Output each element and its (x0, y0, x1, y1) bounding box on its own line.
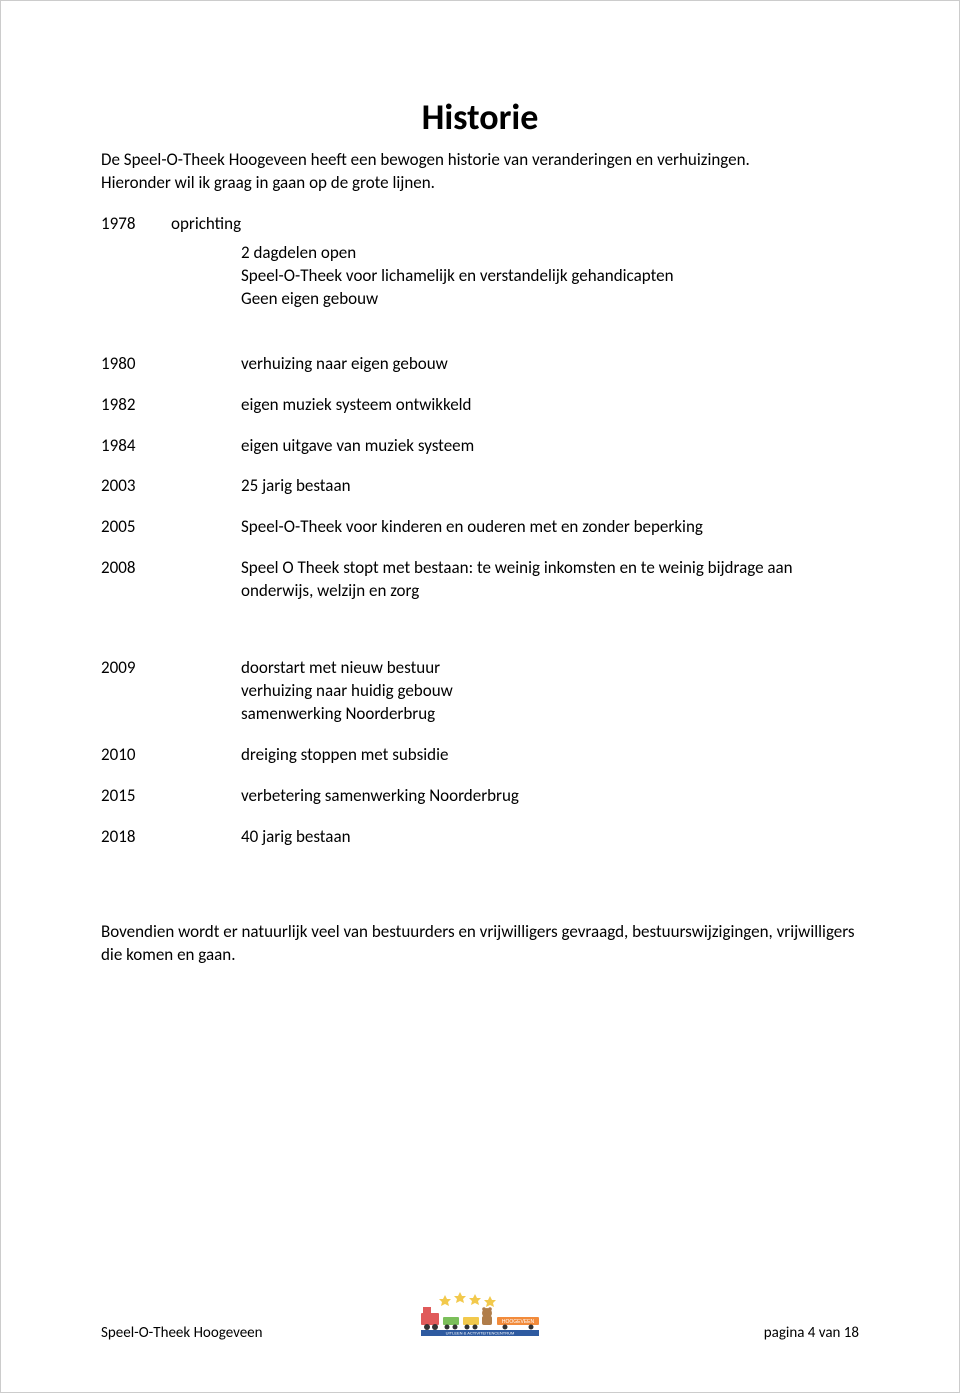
event-text: eigen muziek systeem ontwikkeld (241, 394, 859, 417)
event-text: verhuizing naar huidig gebouw (241, 680, 859, 703)
footer-left: Speel-O-Theek Hoogeveen (101, 1324, 415, 1342)
closing-paragraph: Bovendien wordt er natuurlijk veel van b… (101, 921, 859, 967)
event-text: Speel O Theek stopt met bestaan: te wein… (241, 557, 859, 603)
first-entry-detail: 2 dagdelen open Speel-O-Theek voor licha… (101, 242, 859, 311)
year-cell: 1982 (101, 394, 241, 415)
page-footer: Speel-O-Theek Hoogeveen (101, 1289, 859, 1342)
event-text: 25 jarig bestaan (241, 475, 859, 498)
document-page: Historie De Speel-O-Theek Hoogeveen heef… (1, 1, 959, 1027)
logo-caption-text: UITLEEN & ACTIVITEITENCENTRUM (446, 1331, 515, 1336)
footer-logo: HOOGEVEEN UITLEEN & ACTIVITEITENCENTRUM (415, 1289, 545, 1342)
year-cell: 2015 (101, 785, 241, 806)
year-cell: 2008 (101, 557, 241, 578)
event-text: doorstart met nieuw bestuur (241, 657, 859, 680)
year-cell: 1978 (101, 213, 171, 234)
event-text: Speel-O-Theek voor kinderen en ouderen m… (241, 516, 859, 539)
event-text: verbetering samenwerking Noorderbrug (241, 785, 859, 808)
page-title: Historie (101, 95, 859, 139)
timeline-group-1: 1980 verhuizing naar eigen gebouw 1982 e… (101, 353, 859, 604)
first-entry-row: 1978 oprichting (101, 213, 859, 236)
timeline-group-2: 2009 doorstart met nieuw bestuur verhuiz… (101, 657, 859, 849)
closing-line: Bovendien wordt er natuurlijk veel van b… (101, 921, 859, 967)
event-text: verhuizing naar eigen gebouw (241, 353, 859, 376)
event-text: eigen uitgave van muziek systeem (241, 435, 859, 458)
event-text: dreiging stoppen met subsidie (241, 744, 859, 767)
train-logo-icon: HOOGEVEEN UITLEEN & ACTIVITEITENCENTRUM (415, 1289, 545, 1337)
logo-badge-text: HOOGEVEEN (502, 1319, 535, 1325)
year-cell: 2003 (101, 475, 241, 496)
year-cell: 2018 (101, 826, 241, 847)
intro-line: De Speel-O-Theek Hoogeveen heeft een bew… (101, 149, 859, 172)
year-cell: 2010 (101, 744, 241, 765)
detail-line: Geen eigen gebouw (241, 288, 859, 311)
year-cell: 2009 (101, 657, 241, 678)
year-cell: 1984 (101, 435, 241, 456)
intro-paragraph: De Speel-O-Theek Hoogeveen heeft een bew… (101, 149, 859, 195)
footer-right: pagina 4 van 18 (545, 1324, 859, 1342)
text-cell: oprichting (171, 213, 859, 236)
event-text: 40 jarig bestaan (241, 826, 859, 849)
event-text: samenwerking Noorderbrug (241, 703, 859, 726)
year-cell: 2005 (101, 516, 241, 537)
year-cell: 1980 (101, 353, 241, 374)
detail-line: Speel-O-Theek voor lichamelijk en versta… (241, 265, 859, 288)
intro-line: Hieronder wil ik graag in gaan op de gro… (101, 172, 859, 195)
detail-line: 2 dagdelen open (241, 242, 859, 265)
